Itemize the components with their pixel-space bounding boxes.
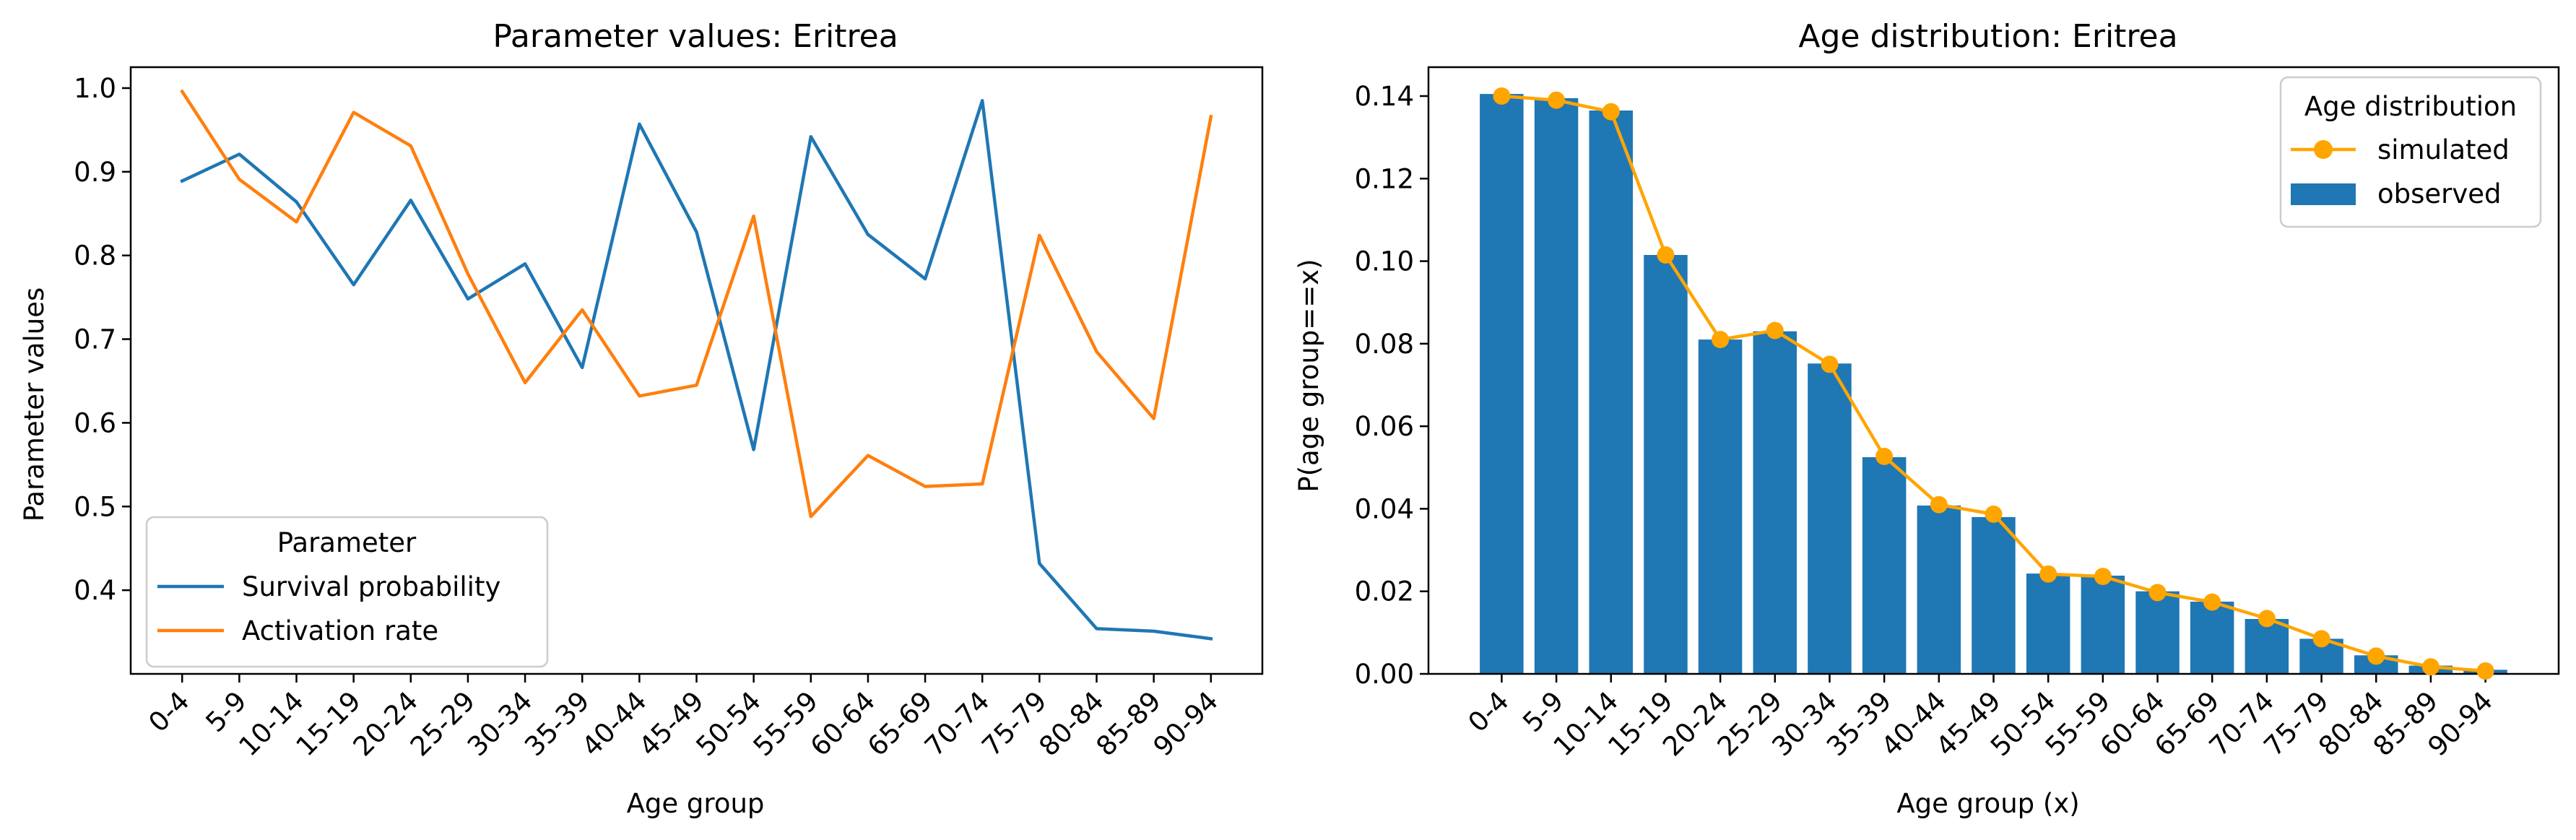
x-tick-label: 80-84: [1033, 685, 1109, 762]
bar-observed: [1698, 339, 1743, 674]
x-tick-label: 45-49: [633, 685, 709, 762]
point-simulated: [1712, 331, 1730, 349]
y-tick-label: 1.0: [74, 73, 116, 104]
x-tick-label: 30-34: [461, 685, 538, 762]
y-tick-label: 0.04: [1355, 493, 1414, 524]
point-simulated: [2367, 647, 2385, 665]
bar-observed: [1972, 516, 2016, 674]
point-simulated: [2476, 662, 2494, 680]
chart-title: Age distribution: Eritrea: [1798, 18, 2177, 55]
point-simulated: [2148, 584, 2167, 602]
x-tick-label: 70-74: [919, 685, 995, 762]
x-tick-label: 90-94: [1148, 685, 1224, 762]
x-axis-label: Age group: [627, 788, 765, 819]
bar-observed: [2081, 576, 2125, 674]
y-tick-label: 0.4: [74, 575, 116, 606]
y-tick-label: 0.06: [1355, 411, 1414, 442]
point-simulated: [2094, 568, 2112, 586]
y-tick-label: 0.14: [1355, 81, 1414, 112]
legend-label-survival: Survival probability: [242, 571, 500, 602]
y-tick-label: 0.02: [1355, 576, 1414, 607]
legend-title: Parameter: [277, 527, 417, 558]
age-distribution-panel: Age distribution: Eritrea Age group (x) …: [1293, 18, 2560, 819]
point-simulated: [1985, 505, 2003, 523]
legend-label-simulated: simulated: [2377, 134, 2510, 165]
x-axis-label: Age group (x): [1896, 788, 2079, 819]
x-tick-label: 40-44: [576, 685, 652, 762]
x-tick-label: 55-59: [747, 685, 824, 762]
x-tick-label: 15-19: [290, 685, 367, 762]
x-tick-label: 60-64: [805, 685, 881, 762]
series-line-activation-rate: [180, 89, 1213, 519]
point-simulated: [2203, 593, 2221, 611]
point-simulated: [2421, 658, 2440, 676]
x-tick-label: 50-54: [690, 685, 767, 762]
parameter-values-panel: Parameter values: Eritrea Age group Para…: [19, 18, 1264, 819]
x-tick-label: 75-79: [976, 685, 1052, 762]
legend: Age distribution simulated observed: [2279, 76, 2542, 228]
legend-label-activation: Activation rate: [242, 615, 438, 646]
y-tick-label: 0.00: [1355, 659, 1414, 690]
point-simulated: [2312, 630, 2330, 648]
point-simulated: [1821, 355, 1839, 373]
bar-observed: [1862, 457, 1907, 674]
point-simulated: [2039, 565, 2057, 583]
legend-box: [145, 516, 549, 668]
y-tick-label: 0.7: [74, 324, 116, 355]
x-tick-label: 20-24: [347, 685, 424, 762]
legend-marker-simulated: [2314, 140, 2333, 159]
y-tick-label: 0.8: [74, 241, 116, 272]
bar-observed: [1753, 331, 1797, 674]
x-tick-label: 0-4: [142, 685, 195, 738]
bar-observed: [2245, 619, 2289, 674]
legend-label-observed: observed: [2377, 178, 2502, 209]
y-axis-label: Parameter values: [19, 287, 50, 522]
legend-title: Age distribution: [2304, 91, 2517, 122]
point-simulated: [1602, 103, 1620, 121]
x-tick-label: 85-89: [1090, 685, 1167, 762]
bar-observed: [1534, 98, 1579, 674]
y-tick-label: 0.12: [1355, 163, 1414, 194]
y-tick-label: 0.5: [74, 491, 116, 522]
point-simulated: [2258, 610, 2276, 628]
x-tick-label: 65-69: [862, 685, 938, 762]
legend-swatch-observed: [2291, 183, 2356, 205]
point-simulated: [1548, 91, 1566, 109]
x-tick-label: 10-14: [233, 685, 309, 762]
y-tick-label: 0.08: [1355, 329, 1414, 360]
y-tick-label: 0.9: [74, 157, 116, 188]
point-simulated: [1875, 447, 1894, 465]
bar-observed: [2135, 591, 2180, 674]
y-axis-label: P(age group==x): [1293, 259, 1324, 492]
x-tick-label: 25-29: [404, 685, 481, 762]
point-simulated: [1766, 321, 1784, 339]
x-tick-label: 0-4: [1462, 685, 1515, 738]
plot-area: 0.000.020.040.060.080.100.120.140-4 5-910…: [1355, 66, 2560, 762]
chart-title: Parameter values: Eritrea: [493, 18, 898, 55]
point-simulated: [1493, 87, 1511, 105]
bar-observed: [1480, 94, 1524, 675]
point-simulated: [1930, 495, 1948, 514]
y-tick-label: 0.6: [74, 407, 116, 438]
series-line-survival-probability: [180, 99, 1213, 641]
x-tick-label: 35-39: [519, 685, 595, 762]
bar-observed: [1589, 111, 1633, 674]
bar-observed: [1917, 505, 1961, 674]
bar-observed: [2190, 602, 2234, 674]
bar-observed: [2026, 573, 2070, 674]
point-simulated: [1657, 246, 1675, 264]
bar-observed: [1808, 363, 1852, 674]
y-tick-label: 0.10: [1355, 246, 1414, 277]
bar-observed: [1644, 255, 1688, 674]
legend: Parameter Survival probability Activatio…: [145, 516, 549, 668]
